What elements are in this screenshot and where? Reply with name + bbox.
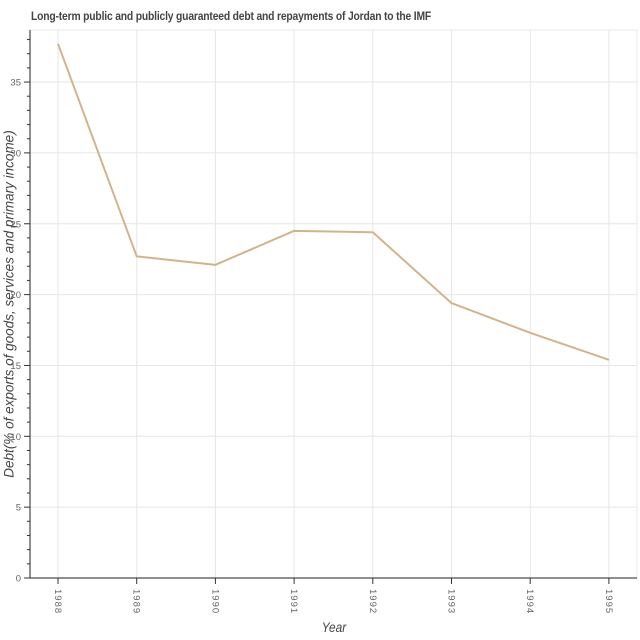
y-tick-label: 5 (16, 503, 21, 514)
x-tick-label: 1990 (209, 589, 220, 614)
y-tick-label: 20 (10, 290, 21, 301)
x-tick-label: 1991 (288, 589, 299, 614)
y-tick-label: 35 (10, 78, 21, 89)
y-tick-label: 0 (16, 574, 21, 585)
x-tick-label: 1988 (52, 589, 63, 614)
y-tick-label: 15 (10, 361, 21, 372)
x-tick-label: 1993 (446, 589, 457, 614)
y-tick-label: 10 (10, 432, 21, 443)
x-axis-label: Year (321, 619, 347, 635)
y-tick-label: 30 (10, 148, 21, 159)
plot-frame (29, 29, 638, 579)
data-line (57, 43, 610, 361)
chart-title: Long-term public and publicly guaranteed… (31, 9, 432, 23)
y-tick-label: 25 (10, 219, 21, 230)
x-tick-label: 1989 (131, 589, 142, 614)
x-tick-label: 1995 (603, 589, 614, 614)
x-tick-label: 1992 (367, 589, 378, 614)
x-tick-label: 1994 (524, 589, 535, 614)
